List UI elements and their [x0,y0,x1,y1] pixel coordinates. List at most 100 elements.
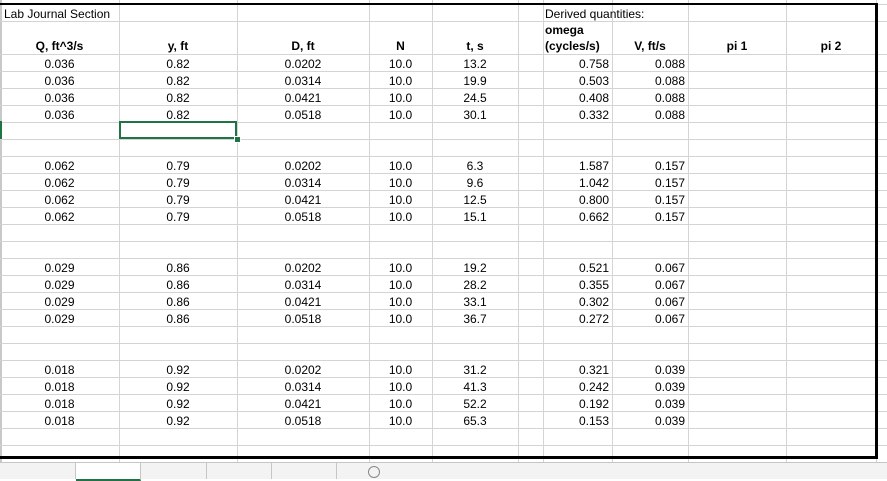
cell-omega[interactable]: 0.521 [578,261,609,275]
sheet-tab[interactable] [272,463,337,479]
cell-q[interactable]: 0.018 [44,397,75,411]
cell-d[interactable]: 0.0314 [284,380,322,394]
cell-y[interactable]: 0.79 [166,210,190,224]
cell-q[interactable]: 0.036 [44,57,75,71]
cell-n[interactable]: 10.0 [388,312,413,326]
cell-y[interactable]: 0.92 [166,414,190,428]
cell-t[interactable]: 6.3 [466,159,484,173]
cell-y[interactable]: 0.82 [166,91,190,105]
cell-omega[interactable]: 0.503 [578,74,609,88]
cell-y[interactable]: 0.92 [166,397,190,411]
cell-q[interactable]: 0.018 [44,363,75,377]
cell-y[interactable]: 0.86 [166,261,190,275]
cell-v[interactable]: 0.039 [654,397,685,411]
cell-d[interactable]: 0.0518 [284,414,322,428]
header-n[interactable]: N [396,39,405,53]
header-omega-line1[interactable]: omega [545,23,584,37]
cell-d[interactable]: 0.0421 [284,91,322,105]
cell-y[interactable]: 0.79 [166,159,190,173]
spreadsheet-grid[interactable]: Lab Journal Section Derived quantities: … [0,0,887,462]
cell-omega[interactable]: 0.332 [578,108,609,122]
header-d[interactable]: D, ft [291,39,315,53]
cell-v[interactable]: 0.157 [654,176,685,190]
tab-scroll-area[interactable] [0,463,76,479]
add-sheet-icon[interactable] [368,466,380,478]
sheet-tab[interactable] [141,463,207,479]
cell-v[interactable]: 0.067 [654,261,685,275]
header-v[interactable]: V, ft/s [634,39,666,53]
cell-v[interactable]: 0.088 [654,57,685,71]
cell-omega[interactable]: 1.042 [578,176,609,190]
header-y[interactable]: y, ft [167,39,189,53]
cell-q[interactable]: 0.036 [44,74,75,88]
cell-n[interactable]: 10.0 [388,159,413,173]
cell-omega[interactable]: 0.192 [578,397,609,411]
cell-d[interactable]: 0.0518 [284,210,322,224]
sheet-tab-active[interactable] [76,463,141,481]
cell-v[interactable]: 0.039 [654,363,685,377]
cell-d[interactable]: 0.0518 [284,312,322,326]
cell-v[interactable]: 0.039 [654,414,685,428]
cell-v[interactable]: 0.157 [654,210,685,224]
cell-y[interactable]: 0.82 [166,108,190,122]
cell-q[interactable]: 0.029 [44,261,75,275]
cell-omega[interactable]: 1.587 [578,159,609,173]
cell-omega[interactable]: 0.272 [578,312,609,326]
cell-v[interactable]: 0.088 [654,108,685,122]
cell-q[interactable]: 0.029 [44,312,75,326]
cell-n[interactable]: 10.0 [388,278,413,292]
cell-omega[interactable]: 0.758 [578,57,609,71]
cell-omega[interactable]: 0.242 [578,380,609,394]
derived-quantities-label[interactable]: Derived quantities: [545,7,645,21]
cell-t[interactable]: 24.5 [463,91,487,105]
cell-d[interactable]: 0.0314 [284,278,322,292]
cell-q[interactable]: 0.018 [44,380,75,394]
cell-t[interactable]: 19.2 [463,261,487,275]
cell-n[interactable]: 10.0 [388,193,413,207]
selected-cell[interactable] [119,121,237,139]
sheet-tab[interactable] [207,463,272,479]
cell-omega[interactable]: 0.355 [578,278,609,292]
cell-q[interactable]: 0.029 [44,278,75,292]
cell-y[interactable]: 0.79 [166,193,190,207]
cell-q[interactable]: 0.062 [44,193,75,207]
cell-y[interactable]: 0.86 [166,278,190,292]
cell-q[interactable]: 0.036 [44,108,75,122]
cell-omega[interactable]: 0.662 [578,210,609,224]
cell-y[interactable]: 0.92 [166,380,190,394]
cell-t[interactable]: 65.3 [463,414,487,428]
cell-d[interactable]: 0.0314 [284,74,322,88]
cell-t[interactable]: 19.9 [463,74,487,88]
cell-t[interactable]: 13.2 [463,57,487,71]
cell-d[interactable]: 0.0518 [284,108,322,122]
cell-n[interactable]: 10.0 [388,261,413,275]
header-pi1[interactable]: pi 1 [726,39,748,53]
title-cell[interactable]: Lab Journal Section [4,7,111,21]
cell-omega[interactable]: 0.408 [578,91,609,105]
cell-t[interactable]: 15.1 [463,210,487,224]
cell-d[interactable]: 0.0421 [284,193,322,207]
cell-v[interactable]: 0.067 [654,312,685,326]
cell-y[interactable]: 0.86 [166,312,190,326]
cell-y[interactable]: 0.86 [166,295,190,309]
cell-q[interactable]: 0.029 [44,295,75,309]
cell-t[interactable]: 31.2 [463,363,487,377]
cell-omega[interactable]: 0.800 [578,193,609,207]
header-q[interactable]: Q, ft^3/s [35,39,84,53]
cell-t[interactable]: 41.3 [463,380,487,394]
cell-omega[interactable]: 0.153 [578,414,609,428]
cell-d[interactable]: 0.0202 [284,57,322,71]
cell-q[interactable]: 0.062 [44,210,75,224]
cell-d[interactable]: 0.0421 [284,295,322,309]
cell-n[interactable]: 10.0 [388,91,413,105]
cell-omega[interactable]: 0.321 [578,363,609,377]
cell-y[interactable]: 0.79 [166,176,190,190]
cell-n[interactable]: 10.0 [388,108,413,122]
header-pi2[interactable]: pi 2 [820,39,842,53]
cell-v[interactable]: 0.088 [654,91,685,105]
cell-d[interactable]: 0.0421 [284,397,322,411]
cell-v[interactable]: 0.067 [654,278,685,292]
cell-t[interactable]: 30.1 [463,108,487,122]
cell-t[interactable]: 12.5 [463,193,487,207]
cell-n[interactable]: 10.0 [388,397,413,411]
